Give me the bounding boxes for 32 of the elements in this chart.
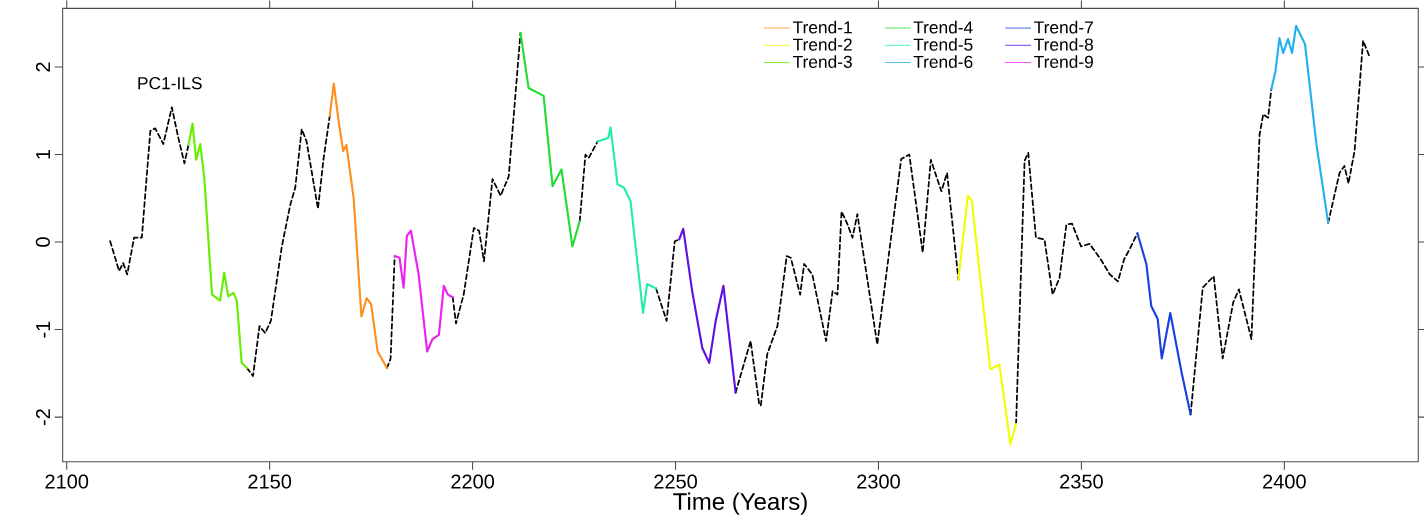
y-tick-label: -1	[36, 321, 50, 338]
y-tick-label: -2	[35, 409, 50, 426]
x-tick-label: 2300	[857, 474, 900, 489]
x-tick-label: 2150	[248, 474, 292, 489]
annotation: PC1-ILS	[138, 77, 202, 90]
line-series	[596, 126, 658, 315]
line-series	[187, 122, 248, 370]
line-series	[328, 82, 389, 370]
y-tick-label: 1	[36, 149, 50, 159]
legend-label: Trend-6	[913, 55, 973, 68]
x-tick-label: 2200	[451, 474, 495, 489]
legend-label: Trend-5	[913, 38, 973, 51]
line-series	[393, 229, 454, 353]
line-series	[678, 227, 737, 394]
legend-label: Trend-1	[793, 20, 852, 34]
x-tick-label: 2100	[45, 474, 89, 489]
legend-label: Trend-9	[1034, 55, 1093, 68]
x-tick-label: 2350	[1060, 474, 1103, 489]
legend-label: Trend-2	[793, 38, 852, 51]
y-tick-label: 2	[35, 62, 50, 72]
x-tick-label: 2250	[654, 474, 697, 489]
legend-label: Trend-7	[1034, 20, 1093, 34]
y-tick-label: 0	[35, 237, 50, 247]
line-series	[1136, 232, 1192, 416]
legend-label: Trend-4	[913, 20, 973, 34]
line-series	[519, 31, 581, 248]
line-series	[1270, 24, 1330, 224]
legend-label: Trend-3	[793, 55, 852, 68]
x-axis-title: Time (Years)	[673, 492, 807, 515]
line-series	[957, 194, 1018, 446]
legend-label: Trend-8	[1034, 38, 1093, 51]
x-tick-label: 2400	[1263, 474, 1306, 489]
